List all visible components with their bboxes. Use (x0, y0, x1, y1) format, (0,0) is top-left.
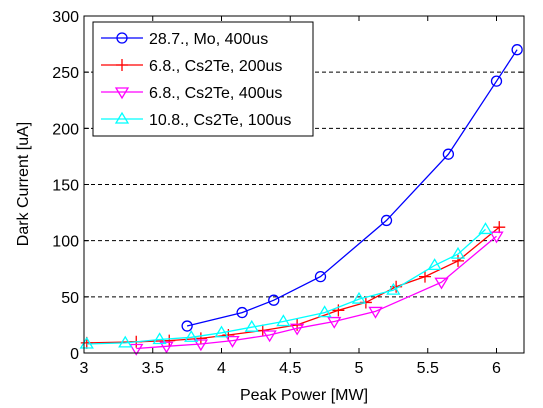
data-point (314, 270, 327, 283)
legend-label: 6.8., Cs2Te, 400us (149, 85, 282, 102)
data-point (289, 323, 305, 336)
x-tick-label: 3.5 (142, 360, 164, 377)
data-point (427, 258, 442, 271)
series-2 (129, 231, 504, 356)
legend-marker (116, 59, 128, 71)
data-point (163, 334, 176, 347)
data-point (511, 44, 523, 56)
data-point (159, 341, 174, 354)
series-layer (79, 44, 523, 356)
data-point (493, 221, 506, 234)
legend-marker (114, 111, 130, 124)
data-point (450, 246, 466, 259)
data-point (452, 254, 464, 267)
data-point (386, 282, 401, 295)
series-0 (181, 44, 523, 332)
data-point (351, 291, 367, 304)
y-tick-label: 100 (52, 234, 79, 251)
x-tick-label: 5 (355, 360, 364, 377)
data-point (478, 222, 493, 235)
legend-item: 10.8., Cs2Te, 100us (101, 111, 291, 129)
data-point (368, 306, 383, 319)
ticks: 0 50 100 150 200 250 300 3 3.5 4 4.5 5 5.5 6 (52, 9, 524, 377)
legend-marker (116, 32, 128, 44)
data-point (332, 304, 345, 317)
data-point (181, 320, 193, 332)
data-point (244, 319, 259, 332)
legend-marker (114, 87, 130, 100)
data-point (419, 270, 431, 283)
x-tick-label: 4 (217, 360, 226, 377)
data-point (489, 231, 504, 244)
data-point (317, 305, 332, 318)
series-line (136, 235, 497, 350)
data-point (194, 332, 207, 345)
data-point (225, 335, 240, 348)
y-tick-label: 250 (52, 65, 79, 82)
data-point (380, 214, 393, 227)
data-point (129, 343, 144, 356)
data-point (262, 330, 277, 343)
data-point (236, 306, 248, 319)
x-tick-label: 5.5 (417, 360, 439, 377)
data-point (268, 294, 280, 306)
y-tick-label: 50 (61, 290, 79, 307)
legend-box (92, 21, 314, 137)
data-point (434, 277, 449, 290)
y-tick-label: 200 (52, 121, 79, 138)
x-tick-label: 4.5 (279, 360, 301, 377)
series-line (86, 228, 486, 345)
legend-label: 10.8., Cs2Te, 100us (149, 112, 291, 129)
data-point (152, 332, 167, 345)
data-point (490, 75, 503, 87)
legend: 28.7., Mo, 400us 6.8., Cs2Te, 200us 6.8., … (92, 21, 314, 137)
legend-label: 6.8., Cs2Te, 200us (149, 58, 282, 75)
legend-item: 6.8., Cs2Te, 400us (101, 85, 282, 102)
legend-item: 28.7., Mo, 400us (101, 31, 268, 48)
series-3 (79, 222, 493, 349)
y-axis-label: Dark Current [uA] (15, 122, 32, 246)
y-tick-label: 150 (52, 178, 79, 195)
x-tick-label: 6 (492, 360, 501, 377)
y-tick-label: 300 (52, 9, 79, 26)
data-point (184, 330, 199, 342)
data-point (118, 335, 133, 348)
x-tick-label: 3 (80, 360, 89, 377)
data-point (442, 148, 455, 160)
x-axis-label: Peak Power [MW] (240, 387, 368, 404)
y-tick-label: 0 (70, 346, 79, 363)
data-point (214, 325, 229, 338)
data-point (327, 316, 342, 329)
legend-label: 28.7., Mo, 400us (149, 31, 268, 48)
legend-item: 6.8., Cs2Te, 200us (101, 58, 282, 75)
data-point (193, 339, 209, 352)
data-point (276, 314, 291, 327)
